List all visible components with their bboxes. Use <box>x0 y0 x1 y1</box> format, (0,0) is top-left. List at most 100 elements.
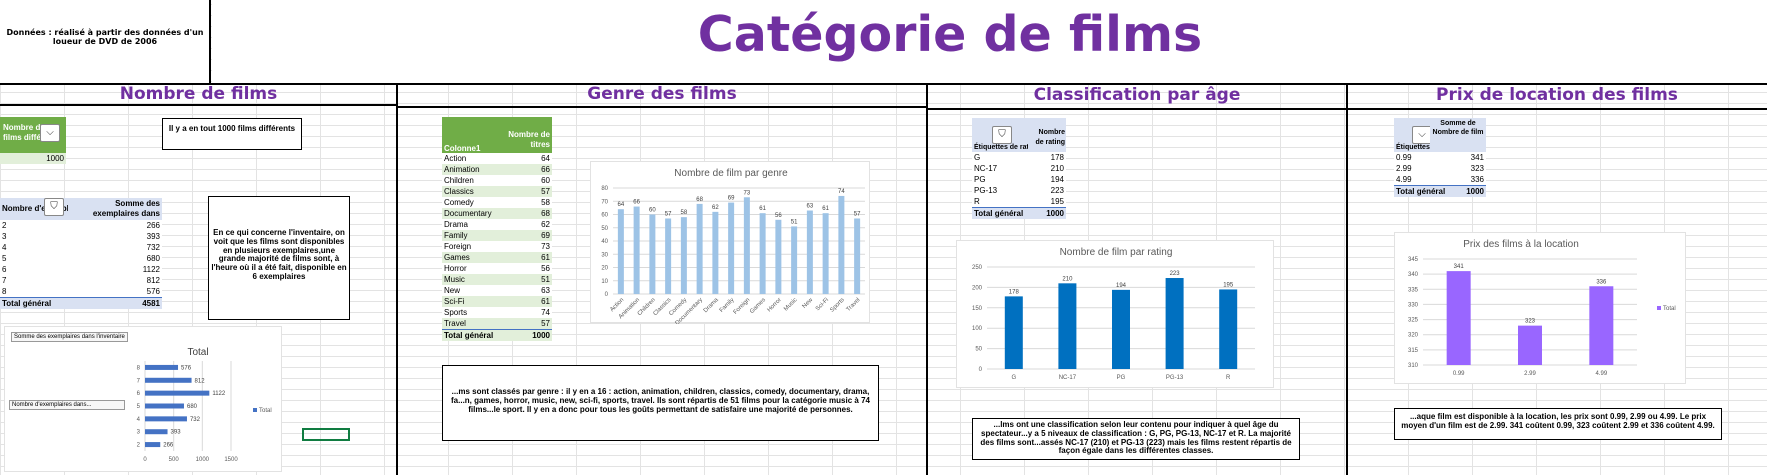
cell-value: 680 <box>146 254 160 263</box>
table-total-row[interactable]: Total général 1000 <box>972 207 1066 219</box>
table-total-row[interactable]: Total général 1000 <box>442 329 552 341</box>
inventory-table: 2 266 3 393 4 732 5 680 6 1122 7 812 8 576 Tota… <box>0 220 162 309</box>
table-row[interactable]: Family 69 <box>442 230 552 241</box>
table-row[interactable]: G 178 <box>972 152 1066 163</box>
chart-bar <box>854 218 861 294</box>
table-row[interactable]: PG 194 <box>972 174 1066 185</box>
cell-value: 4581 <box>142 299 160 308</box>
y-tick-label: 0 <box>605 292 609 298</box>
table-total-row[interactable]: Total général 1000 <box>1394 185 1486 197</box>
section-divider-2 <box>926 84 928 475</box>
price-textbox[interactable]: ...aque film est disponible à la locatio… <box>1394 408 1722 440</box>
rating-textbox[interactable]: ...lms ont une classification selon leur… <box>972 418 1300 460</box>
cell-value: 74 <box>541 308 550 317</box>
chart-bar <box>145 429 168 435</box>
rating-rows: G 178 NC-17 210 PG 194 PG-13 223 R 195 Total génér… <box>972 152 1066 219</box>
genre-textbox[interactable]: ...ms sont classés par genre : il y en a… <box>442 365 879 441</box>
table-row[interactable]: Classics 57 <box>442 186 552 197</box>
rating-filter-button[interactable]: ⛉ <box>992 126 1012 144</box>
table-row[interactable]: Music 51 <box>442 274 552 285</box>
price-header-2[interactable]: Somme de Nombre de film <box>1430 118 1486 152</box>
price-chart[interactable]: Prix des films à la location 310 315 320 325… <box>1394 232 1686 384</box>
chart-field-button[interactable]: Somme des exemplaires dans l'inventaire <box>11 332 128 342</box>
table-row[interactable]: Travel 57 <box>442 318 552 330</box>
price-table: 0.99 341 2.99 323 4.99 336 Total général 1000 <box>1394 152 1486 197</box>
films-pivot-value[interactable]: 1000 <box>0 153 66 164</box>
x-tick-label: G <box>1011 375 1016 381</box>
table-row[interactable]: Comedy 58 <box>442 197 552 208</box>
films-pivot-filter-button[interactable]: ⌵ <box>40 124 60 142</box>
genre-chart[interactable]: Nombre de film par genre 0 10 20 30 40 50 60 70 8… <box>590 161 870 324</box>
cell-value: 58 <box>541 198 550 207</box>
data-label: 341 <box>1454 264 1465 270</box>
chart-bar <box>145 442 161 448</box>
table-row[interactable]: NC-17 210 <box>972 163 1066 174</box>
cell-key: G <box>974 153 981 162</box>
table-row[interactable]: Documentary 68 <box>442 208 552 219</box>
cell-key: 7 <box>2 276 7 285</box>
x-tick-label: 1500 <box>224 457 238 463</box>
cell-value: 61 <box>541 253 550 262</box>
inventory-textbox[interactable]: En ce qui concerne l'inventaire, on voit… <box>208 196 350 320</box>
chart-title: Nombre de film par genre <box>674 168 788 179</box>
rating-header-2[interactable]: Nombre de rating <box>1028 118 1066 152</box>
table-row[interactable]: 3 393 <box>0 231 162 242</box>
table-row[interactable]: PG-13 223 <box>972 185 1066 196</box>
table-row[interactable]: 2 266 <box>0 220 162 231</box>
cell-value: 62 <box>541 220 550 229</box>
table-row[interactable]: Children 60 <box>442 175 552 186</box>
cell-key: PG <box>974 175 986 184</box>
table-row[interactable]: 7 812 <box>0 275 162 286</box>
cell-value: 393 <box>146 232 160 241</box>
chart-bar <box>743 197 750 294</box>
table-row[interactable]: 4.99 336 <box>1394 174 1486 186</box>
table-row[interactable]: Sci-Fi 61 <box>442 296 552 307</box>
genre-header-col1[interactable]: Colonne1 <box>442 117 488 153</box>
data-label: 68 <box>696 197 703 203</box>
cell-key: 3 <box>2 232 7 241</box>
table-row[interactable]: Drama 62 <box>442 219 552 230</box>
inventory-header-2[interactable]: Somme des exemplaires dans l'inventaire <box>68 198 162 228</box>
films-total-textbox[interactable]: Il y a en tout 1000 films différents <box>162 118 302 150</box>
cell-key: New <box>444 286 461 295</box>
inventory-filter-button[interactable]: ⛉ <box>44 198 64 216</box>
cell-value: 336 <box>1470 175 1484 184</box>
table-row[interactable]: Animation 66 <box>442 164 552 175</box>
dropdown-icon: ⌵ <box>1418 129 1426 140</box>
chart-title: Prix des films à la location <box>1463 239 1579 250</box>
y-tick-label: 3 <box>137 430 141 436</box>
cell-value: 57 <box>541 187 550 196</box>
table-row[interactable]: Games 61 <box>442 252 552 263</box>
inventory-chart[interactable]: Somme des exemplaires dans l'inventaire … <box>4 326 282 472</box>
selected-cell[interactable] <box>302 428 350 441</box>
genre-header-col2[interactable]: Nombre de titres <box>488 117 552 153</box>
rating-chart[interactable]: Nombre de film par rating 0 50 100 150 200 250… <box>956 240 1274 388</box>
chart-bar <box>1589 286 1614 365</box>
table-row[interactable]: 6 1122 <box>0 264 162 275</box>
data-label: 58 <box>681 210 688 216</box>
cell-value: 210 <box>1050 164 1064 173</box>
x-tick-label: Sci-Fi <box>815 297 830 312</box>
filter-icon: ⛉ <box>998 129 1006 140</box>
data-label: 680 <box>187 404 198 410</box>
table-row[interactable]: Foreign 73 <box>442 241 552 252</box>
y-tick-label: 340 <box>1408 272 1419 278</box>
table-row[interactable]: 2.99 323 <box>1394 163 1486 174</box>
chart-axis-button[interactable]: Nombre d'exemplaires dans... <box>9 400 125 410</box>
table-row[interactable]: R 195 <box>972 196 1066 208</box>
y-tick-label: 100 <box>972 326 983 332</box>
table-row[interactable]: 4 732 <box>0 242 162 253</box>
y-tick-label: 80 <box>601 186 608 192</box>
cell-value: 66 <box>541 165 550 174</box>
table-row[interactable]: 0.99 341 <box>1394 152 1486 163</box>
table-row[interactable]: Action 64 <box>442 153 552 164</box>
price-filter-button[interactable]: ⌵ <box>1412 126 1432 144</box>
table-row[interactable]: Sports 74 <box>442 307 552 318</box>
table-row[interactable]: New 63 <box>442 285 552 296</box>
x-tick-label: 0 <box>143 457 147 463</box>
table-total-row[interactable]: Total général 4581 <box>0 297 162 309</box>
table-row[interactable]: 8 576 <box>0 286 162 298</box>
table-row[interactable]: Horror 56 <box>442 263 552 274</box>
legend-swatch <box>253 408 257 412</box>
table-row[interactable]: 5 680 <box>0 253 162 264</box>
